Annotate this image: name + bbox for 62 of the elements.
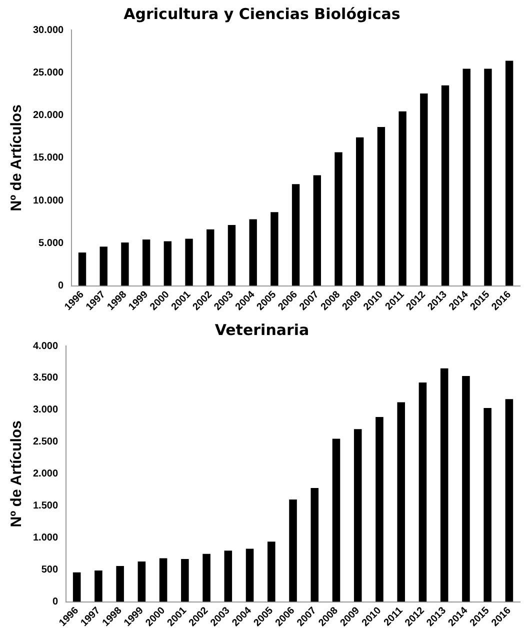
bar [505, 60, 514, 286]
bar [505, 399, 514, 602]
bar [116, 566, 124, 602]
y-tick-label: 2.000 [32, 468, 58, 480]
bar [334, 152, 342, 286]
bar [138, 562, 146, 602]
bar [462, 376, 470, 602]
y-tick-label: 1.000 [32, 532, 58, 544]
y-tick-label: 5.000 [38, 238, 64, 249]
bar [94, 570, 102, 602]
bar [313, 175, 321, 286]
bar [270, 212, 278, 286]
chart-title: Veterinaria [214, 320, 310, 339]
bar [289, 499, 297, 602]
bar [72, 572, 81, 602]
bar [377, 126, 386, 286]
bar [164, 241, 172, 286]
bar [484, 68, 492, 286]
bar [224, 550, 232, 602]
bar [268, 542, 276, 602]
bar [310, 488, 319, 602]
bar [159, 558, 168, 602]
bar [292, 184, 300, 286]
bar [398, 111, 406, 286]
bar [142, 239, 150, 286]
y-tick-label: 2.500 [32, 436, 58, 448]
y-axis-title: Nº de Artículos [8, 420, 26, 528]
bar [332, 438, 340, 602]
y-tick-label: 0 [58, 280, 64, 292]
bar [246, 548, 254, 602]
bar [376, 416, 384, 602]
bar [356, 137, 364, 286]
bar [440, 368, 448, 602]
y-axis-title: Nº de Artículos [8, 104, 26, 212]
bar [441, 85, 450, 286]
bar [418, 382, 427, 602]
y-tick-label: 4.000 [32, 340, 58, 352]
bar [181, 558, 189, 602]
bar [354, 429, 362, 602]
bar [185, 238, 193, 286]
y-tick-label: 30.000 [32, 24, 64, 36]
bar [420, 94, 428, 286]
y-tick-label: 15.000 [32, 152, 64, 164]
chart-title: Agricultura y Ciencias Biológicas [124, 4, 400, 23]
bar [228, 224, 236, 286]
y-tick-label: 1.500 [32, 500, 58, 512]
bar [462, 68, 470, 286]
bar [121, 242, 129, 286]
bar [484, 408, 492, 602]
y-tick-label: 25.000 [32, 67, 64, 78]
y-tick-label: 10.000 [32, 195, 64, 206]
bar [100, 246, 108, 286]
y-tick-label: 0 [52, 596, 58, 608]
bar [206, 229, 214, 286]
bar [397, 402, 405, 602]
y-tick-label: 20.000 [32, 110, 64, 122]
y-tick-label: 500 [41, 564, 58, 576]
bar [202, 554, 210, 602]
bar [78, 252, 86, 286]
bar [249, 219, 257, 286]
y-tick-label: 3.000 [32, 404, 58, 416]
y-tick-label: 3.500 [32, 372, 58, 384]
